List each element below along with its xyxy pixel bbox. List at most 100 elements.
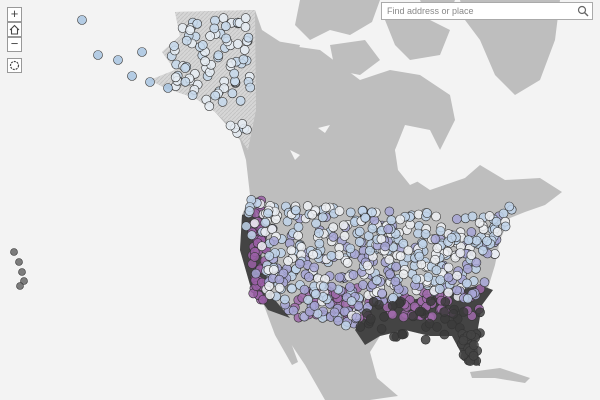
- point: [309, 301, 320, 311]
- point: [235, 96, 246, 106]
- point: [238, 54, 249, 65]
- point: [358, 280, 368, 290]
- point: [420, 334, 431, 345]
- point: [137, 47, 147, 57]
- home-button[interactable]: [7, 22, 22, 37]
- point: [200, 56, 210, 67]
- point: [237, 119, 248, 129]
- search-icon[interactable]: [577, 5, 589, 17]
- point: [339, 231, 350, 241]
- point: [267, 224, 277, 234]
- locate-icon: [9, 60, 20, 71]
- point: [432, 243, 443, 253]
- point: [455, 248, 466, 258]
- point: [15, 258, 23, 266]
- point: [310, 289, 321, 299]
- point: [283, 256, 293, 266]
- point: [376, 324, 387, 334]
- point: [398, 312, 409, 323]
- point: [293, 230, 303, 241]
- point: [354, 226, 365, 237]
- point: [309, 262, 320, 273]
- point: [303, 294, 313, 305]
- point: [348, 270, 359, 280]
- point: [269, 265, 279, 275]
- point: [226, 58, 237, 69]
- search-box[interactable]: Find address or place: [381, 2, 593, 20]
- point: [492, 227, 503, 237]
- point: [225, 120, 236, 131]
- point: [435, 226, 446, 236]
- locate-button[interactable]: [7, 58, 22, 73]
- point: [314, 238, 325, 249]
- point: [204, 101, 215, 111]
- point: [414, 306, 425, 317]
- point: [345, 243, 356, 254]
- point: [328, 232, 339, 242]
- point: [257, 241, 267, 251]
- point: [482, 236, 492, 246]
- point: [198, 40, 208, 50]
- point: [169, 41, 179, 51]
- point: [20, 277, 28, 285]
- point: [218, 13, 229, 23]
- point: [113, 55, 123, 65]
- point: [431, 211, 441, 222]
- point: [390, 276, 401, 287]
- point: [367, 223, 378, 234]
- point: [251, 268, 261, 279]
- point: [317, 212, 328, 223]
- point: [269, 236, 279, 246]
- point: [408, 311, 419, 322]
- point: [384, 206, 395, 217]
- point: [351, 312, 362, 323]
- point: [387, 309, 398, 320]
- point: [360, 213, 371, 223]
- point: [462, 264, 473, 274]
- point: [288, 305, 299, 316]
- point: [443, 262, 454, 273]
- point: [311, 218, 321, 229]
- point: [504, 201, 515, 212]
- point: [440, 297, 451, 307]
- point: [452, 285, 462, 296]
- point: [462, 293, 473, 304]
- point: [307, 209, 318, 220]
- point: [16, 282, 24, 290]
- point: [274, 283, 285, 293]
- point: [448, 308, 459, 319]
- point: [333, 315, 344, 326]
- point: [442, 246, 453, 257]
- points: [10, 13, 517, 366]
- point: [385, 269, 395, 280]
- point: [170, 72, 181, 83]
- point: [308, 249, 318, 260]
- point: [458, 307, 469, 317]
- point: [345, 282, 355, 292]
- point: [387, 300, 398, 311]
- point: [452, 270, 462, 281]
- point: [423, 272, 434, 282]
- point: [389, 331, 399, 342]
- point: [466, 227, 477, 237]
- point: [362, 260, 373, 271]
- zoom-in-button[interactable]: +: [7, 7, 22, 22]
- zoom-out-button[interactable]: −: [7, 37, 22, 52]
- point: [355, 322, 366, 332]
- point: [420, 229, 431, 239]
- point: [93, 50, 103, 60]
- point: [463, 235, 474, 245]
- point: [240, 13, 251, 23]
- point: [431, 265, 442, 276]
- point: [280, 294, 290, 305]
- point: [334, 272, 345, 283]
- point: [145, 77, 155, 87]
- point: [219, 83, 229, 93]
- point: [287, 283, 297, 294]
- point: [227, 88, 238, 99]
- point: [353, 300, 364, 311]
- point: [77, 15, 87, 25]
- point: [233, 39, 243, 49]
- point: [365, 245, 375, 256]
